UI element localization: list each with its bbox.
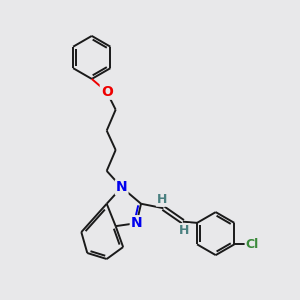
Text: Cl: Cl [246,238,259,251]
Text: H: H [179,224,190,237]
Text: H: H [157,193,167,206]
Text: N: N [116,180,127,194]
Text: N: N [131,216,142,230]
Text: O: O [101,85,112,99]
